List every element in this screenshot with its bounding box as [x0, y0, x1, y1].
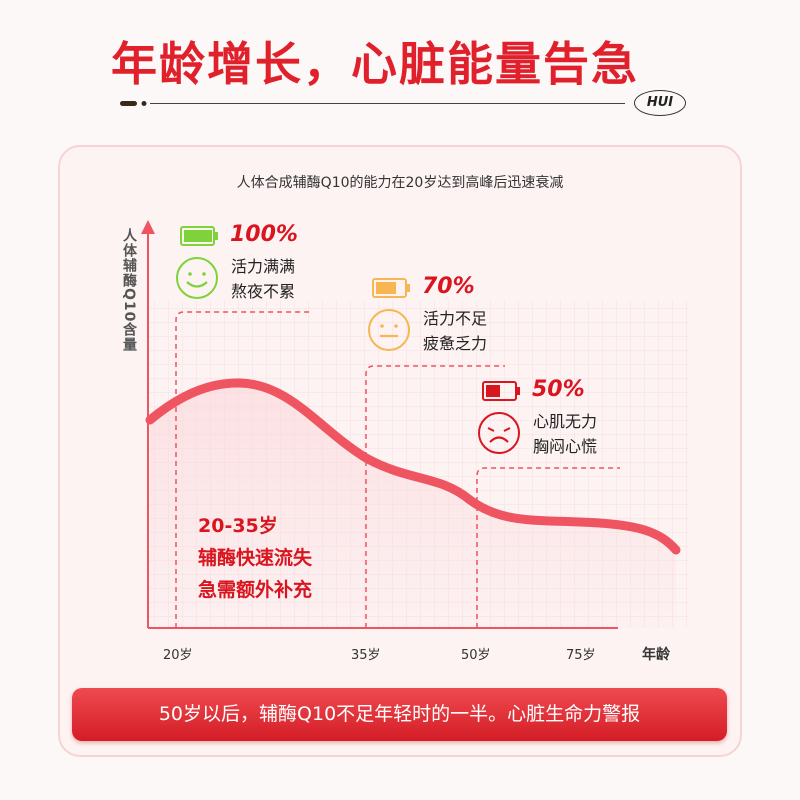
- sad-face-icon: [478, 412, 520, 454]
- note-line: 急需额外补充: [198, 579, 313, 601]
- warning-banner: 50岁以后，辅酶Q10不足年轻时的一半。心脏生命力警报: [72, 688, 727, 741]
- description-line: 活力满满: [231, 257, 296, 276]
- curve-area: [150, 382, 676, 628]
- content-curve: [145, 378, 681, 555]
- warning-note: 20-35岁 辅酶快速流失 急需额外补充: [198, 510, 312, 606]
- description-line: 活力不足: [423, 309, 488, 328]
- annotation-description: 活力满满 熬夜不累: [231, 254, 295, 304]
- description-line: 心肌无力: [533, 412, 598, 431]
- note-line: 20-35岁: [198, 515, 278, 537]
- percent-value: 50%: [532, 377, 585, 402]
- annotation-description: 活力不足 疲惫乏力: [423, 306, 487, 356]
- description-line: 胸闷心慌: [533, 437, 598, 456]
- annotation-description: 心肌无力 胸闷心慌: [533, 409, 597, 459]
- age-range-box: [175, 311, 312, 628]
- page-title: 年龄增长，心脏能量告急: [111, 37, 639, 91]
- percent-value: 70%: [422, 274, 475, 299]
- battery-icon: [372, 278, 410, 298]
- battery-icon: [180, 226, 218, 246]
- x-tick-75: 75岁: [566, 648, 596, 663]
- x-tick-50: 50岁: [461, 648, 491, 663]
- percent-value: 100%: [230, 222, 298, 247]
- chart-subtitle: 人体合成辅酶Q10的能力在20岁达到高峰后迅速衰减: [236, 175, 564, 191]
- x-axis-label: 年龄: [642, 647, 670, 663]
- smile-face-icon: [176, 257, 218, 299]
- note-line: 辅酶快速流失: [198, 547, 313, 569]
- description-line: 熬夜不累: [231, 282, 296, 301]
- y-axis-label: 人体辅酶Q10含量: [121, 228, 137, 353]
- age-range-box: [476, 467, 620, 628]
- neutral-face-icon: [368, 309, 410, 351]
- y-axis-arrow-icon: [141, 220, 155, 234]
- age-range-box: [365, 365, 505, 628]
- x-tick-35: 35岁: [351, 648, 381, 663]
- battery-icon: [482, 381, 520, 401]
- x-tick-20: 20岁: [163, 648, 193, 663]
- brand-logo: HUI: [634, 90, 686, 116]
- divider: [120, 101, 625, 106]
- description-line: 疲惫乏力: [423, 334, 488, 353]
